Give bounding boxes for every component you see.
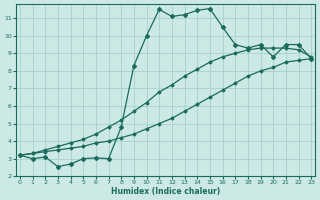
X-axis label: Humidex (Indice chaleur): Humidex (Indice chaleur) (111, 187, 220, 196)
